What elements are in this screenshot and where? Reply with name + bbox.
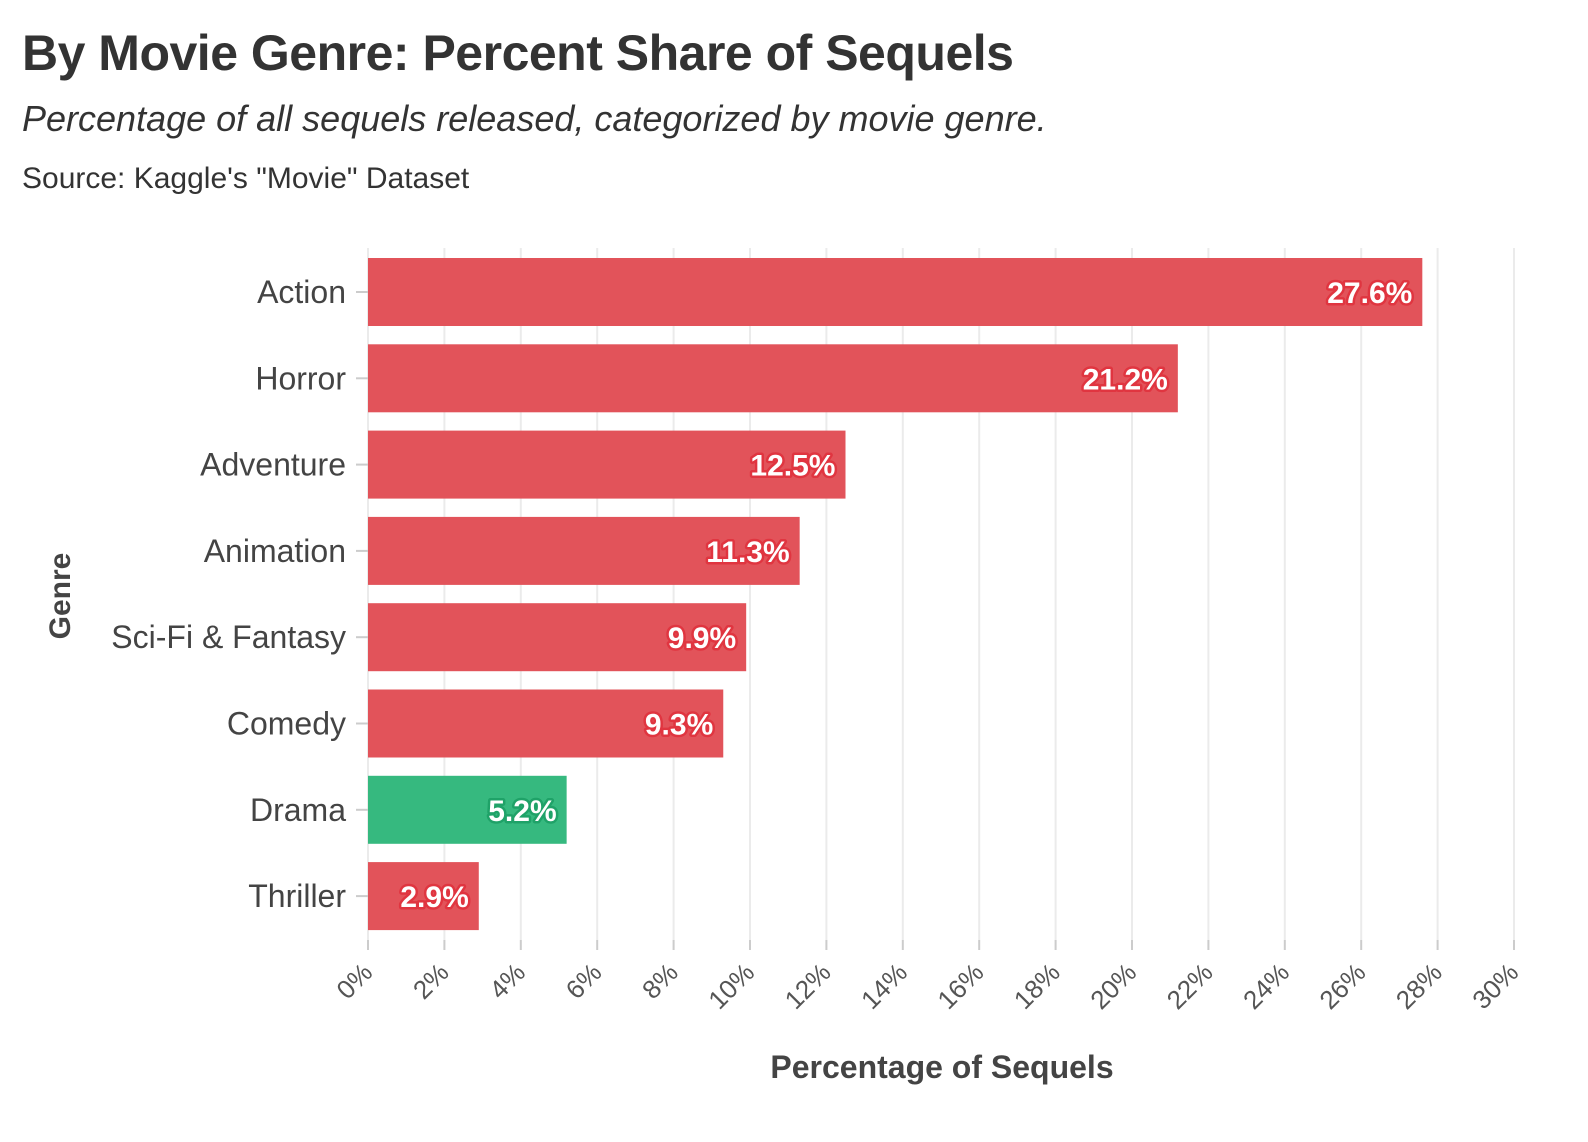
data-label: 5.2% xyxy=(488,795,556,828)
data-label: 2.9% xyxy=(400,881,468,914)
y-tick-label: Animation xyxy=(204,533,346,569)
y-tick-label: Sci-Fi & Fantasy xyxy=(111,619,346,655)
x-tick-label: 2% xyxy=(407,957,455,1005)
bar-thriller xyxy=(368,862,479,931)
data-label: 11.3% xyxy=(706,536,789,569)
x-tick-label: 16% xyxy=(931,957,989,1015)
bar-adventure xyxy=(368,430,846,499)
y-axis: Action Horror Adventure Animation Sci-Fi & F… xyxy=(111,274,368,914)
bar-comedy xyxy=(368,689,724,758)
data-label: 12.5% xyxy=(750,450,835,483)
data-label: 21.2% xyxy=(1083,363,1168,396)
x-tick-label: 8% xyxy=(636,957,684,1005)
y-axis-title: Genre xyxy=(44,553,77,640)
y-tick-label: Comedy xyxy=(227,706,346,742)
chart-title: By Movie Genre: Percent Share of Sequels xyxy=(22,25,1014,81)
bar-animation xyxy=(368,516,800,585)
bar-drama xyxy=(368,775,567,844)
x-tick-label: 20% xyxy=(1084,957,1142,1015)
data-label: 9.9% xyxy=(668,622,736,655)
x-axis: 0% 2% 4% 6% 8% 10% 12% 14% 16% 18% 20% 22% 24% 26% 28%… xyxy=(330,940,1524,1015)
data-labels: 27.6% 21.2% 12.5% 11.3% 9.9% 9.3% 5.2% 2.9% xyxy=(398,275,1415,917)
x-tick-label: 18% xyxy=(1008,957,1066,1015)
x-tick-label: 24% xyxy=(1237,957,1295,1015)
y-tick-label: Thriller xyxy=(248,878,346,914)
chart-subtitle: Percentage of all sequels released, cate… xyxy=(22,98,1047,139)
data-label: 27.6% xyxy=(1327,277,1412,310)
x-tick-label: 26% xyxy=(1313,957,1371,1015)
x-tick-label: 12% xyxy=(779,957,837,1015)
x-tick-label: 14% xyxy=(855,957,913,1015)
bars xyxy=(368,258,1423,931)
y-tick-label: Drama xyxy=(250,792,346,828)
x-tick-label: 10% xyxy=(702,957,760,1015)
x-tick-label: 0% xyxy=(330,957,378,1005)
bar-action xyxy=(368,258,1423,326)
data-label: 9.3% xyxy=(645,709,713,742)
bar-horror xyxy=(368,344,1178,413)
x-axis-title: Percentage of Sequels xyxy=(770,1049,1113,1085)
chart-source-caption: Source: Kaggle's "Movie" Dataset xyxy=(22,162,470,195)
y-tick-label: Action xyxy=(257,274,346,310)
x-tick-label: 28% xyxy=(1390,957,1448,1015)
y-tick-label: Horror xyxy=(255,360,346,396)
x-tick-label: 30% xyxy=(1466,957,1524,1015)
x-tick-label: 22% xyxy=(1161,957,1219,1015)
bar-sci-fi-fantasy xyxy=(368,603,747,672)
y-tick-label: Adventure xyxy=(200,447,346,483)
x-tick-label: 6% xyxy=(560,957,608,1005)
x-tick-label: 4% xyxy=(483,957,531,1005)
